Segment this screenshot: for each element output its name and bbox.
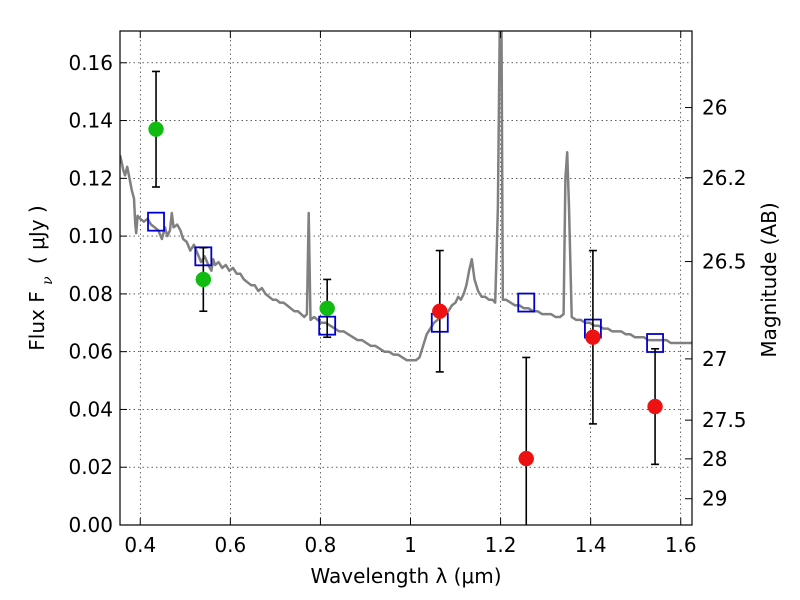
y2-tick-label: 28	[702, 447, 727, 471]
y2-tick-label: 26	[702, 96, 727, 120]
x-tick-label: 0.8	[305, 533, 337, 557]
x-axis-label: Wavelength λ (μm)	[310, 564, 501, 588]
x-tick-label: 1	[404, 533, 417, 557]
y-axis-label: Flux F ν ( μJy )	[25, 205, 56, 350]
x-tick-label: 1.4	[575, 533, 607, 557]
secondary-y-axis-label: Magnitude (AB)	[757, 202, 781, 357]
data-point	[518, 450, 535, 467]
data-point	[432, 303, 448, 319]
data-point	[319, 300, 335, 317]
data-point	[647, 398, 663, 415]
data-point	[585, 329, 601, 345]
data-point	[195, 271, 212, 288]
y2-tick-label: 29	[702, 487, 727, 511]
y-tick-label: 0.14	[68, 109, 113, 133]
y-tick-label: 0.10	[68, 224, 113, 248]
x-tick-label: 0.6	[214, 533, 246, 557]
model-photometry-square	[147, 211, 165, 232]
model-spectrum-line	[120, 31, 692, 362]
y2-tick-label: 27.5	[702, 408, 747, 432]
y-axis-label-unit: ( μJy )	[25, 205, 49, 264]
plot-frame	[119, 30, 693, 526]
x-tick-label: 0.4	[124, 533, 156, 557]
y-axis-label-subscript: ν	[40, 276, 56, 285]
y-tick-label: 0.00	[68, 513, 113, 537]
axis-ticks: 0.4 0.6 0.8 1 1.2 1.4 1.6 0.00 0.02 0.04 0.06 0.08 0…	[68, 31, 747, 557]
model-photometry-square	[517, 292, 536, 313]
plot-data-layer	[120, 31, 692, 525]
y-tick-label: 0.06	[68, 340, 113, 364]
y2-tick-label: 26.5	[702, 250, 747, 274]
x-tick-label: 1.2	[485, 533, 517, 557]
data-point	[148, 121, 164, 137]
y-tick-label: 0.02	[68, 455, 113, 479]
axis-labels: Wavelength λ (μm) Flux F ν ( μJy ) Magni…	[25, 202, 781, 588]
y-tick-label: 0.12	[68, 166, 113, 190]
x-tick-label: 1.6	[665, 533, 697, 557]
y-tick-label: 0.08	[68, 282, 113, 306]
y-tick-label: 0.04	[68, 397, 113, 421]
y2-tick-label: 27	[702, 347, 727, 371]
y2-tick-label: 26.2	[702, 166, 747, 190]
y-tick-label: 0.16	[68, 51, 113, 75]
y-axis-label-main: Flux F	[25, 291, 49, 350]
